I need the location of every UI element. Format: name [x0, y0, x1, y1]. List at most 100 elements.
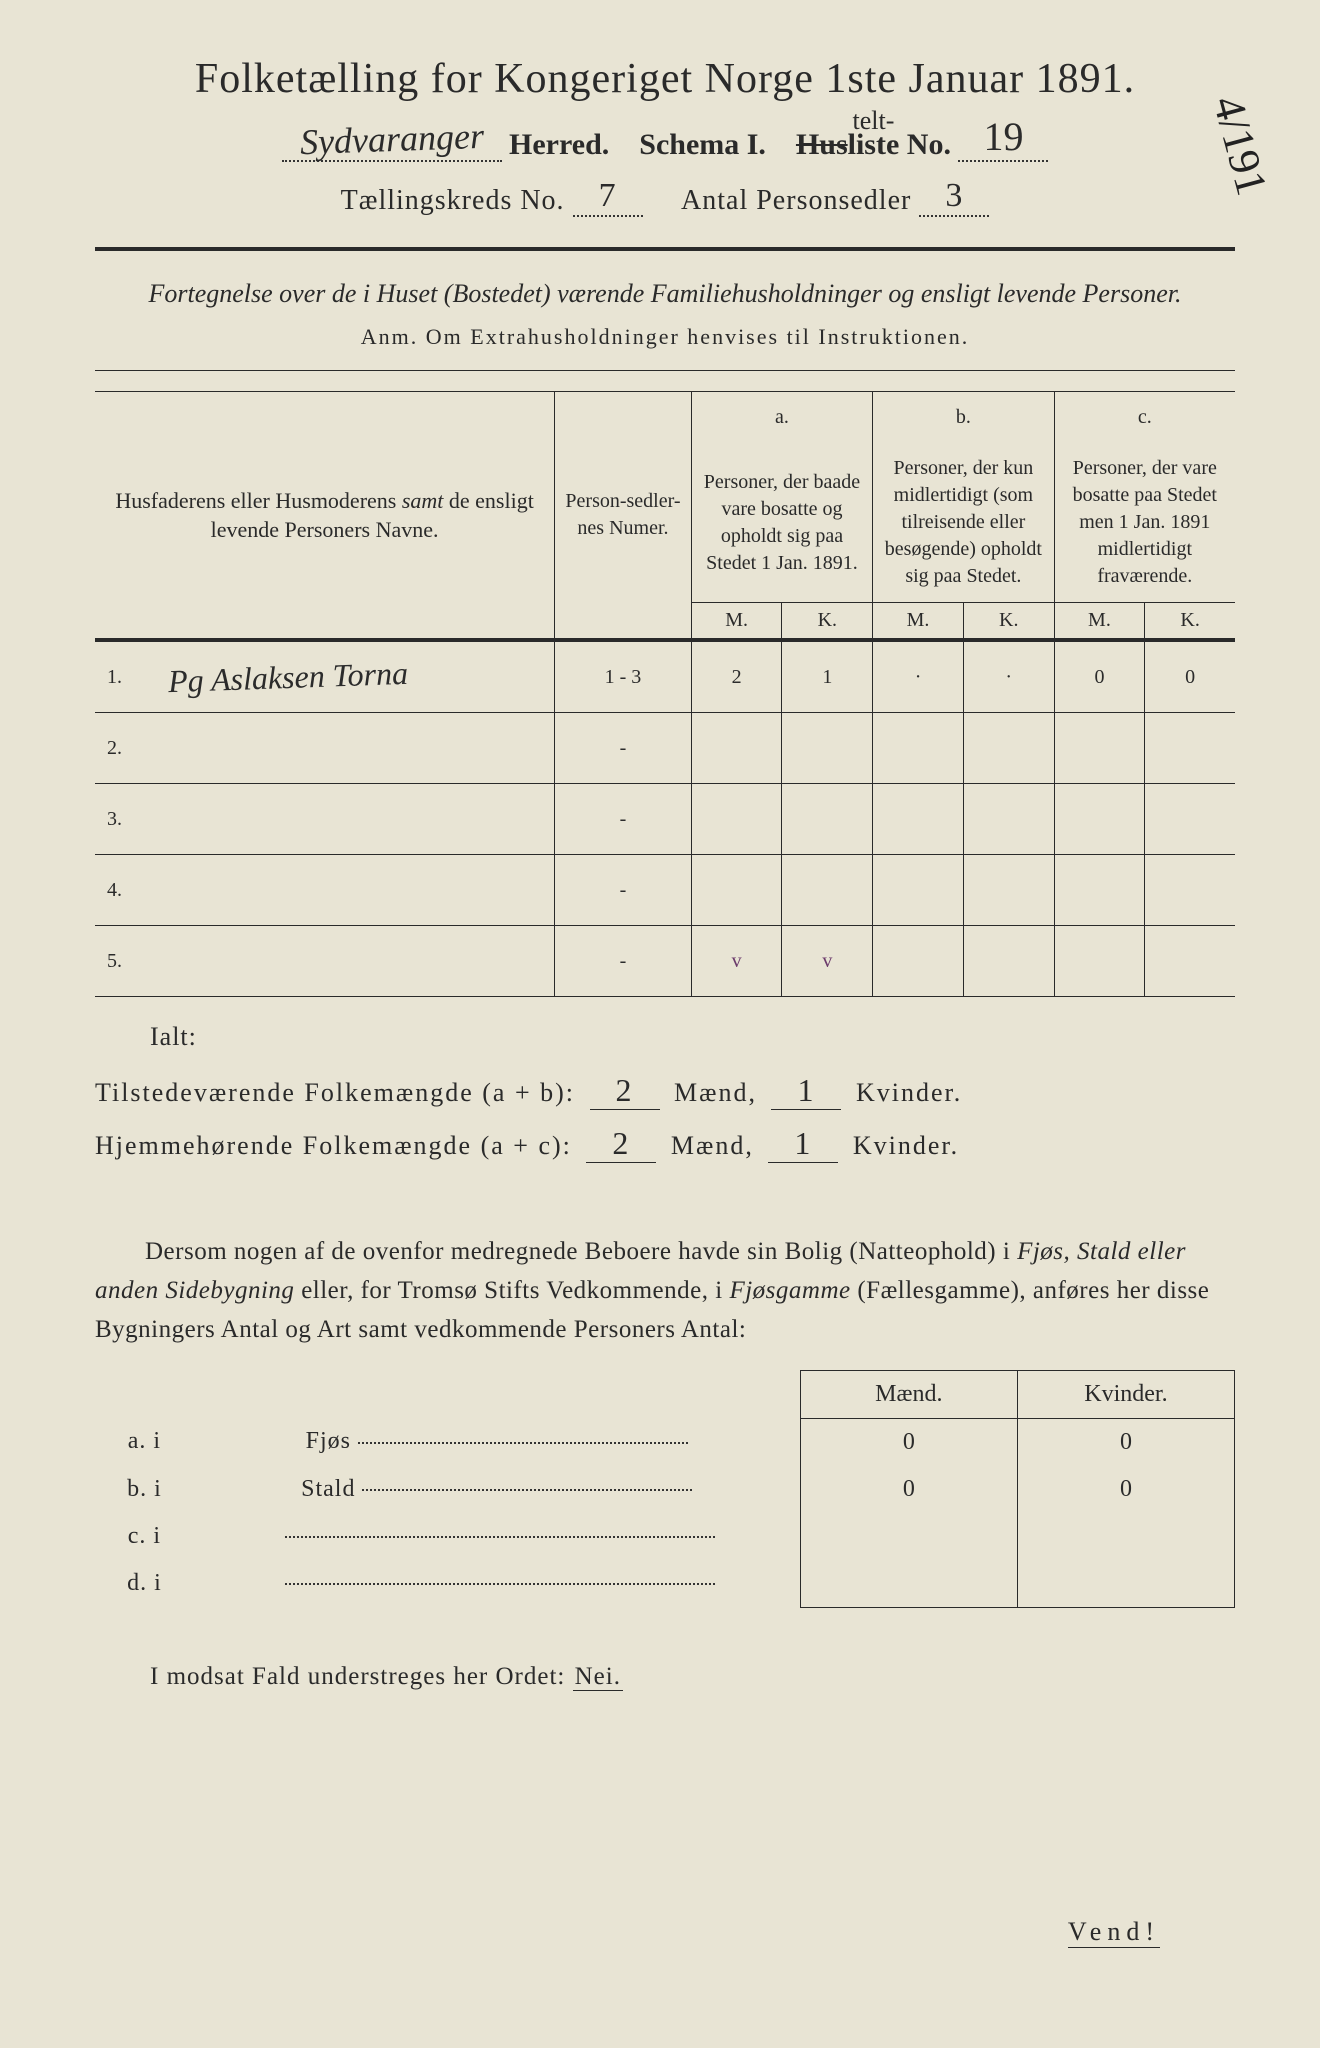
- row-number: 3.: [95, 784, 158, 855]
- cell-aK: [782, 784, 873, 855]
- cell-cM: 0: [1054, 640, 1145, 713]
- nei-word: Nei.: [573, 1663, 623, 1691]
- col-personsedler-header: Person-sedler-nes Numer.: [555, 392, 692, 641]
- table-row: 2. -: [95, 713, 1235, 784]
- cell-bM: [873, 784, 964, 855]
- nei-line: I modsat Fald understreges her Ordet: Ne…: [150, 1663, 1235, 1691]
- divider-rule: [95, 247, 1235, 251]
- building-row: c. i: [95, 1513, 1235, 1560]
- bld-prefix: b. i: [95, 1466, 194, 1513]
- row-number: 5.: [95, 926, 158, 997]
- table-row: 1. Pg Aslaksen Torna 1 - 3 2 1 · · 0 0: [95, 640, 1235, 713]
- bld-name: [194, 1513, 800, 1560]
- col-b-k: K.: [963, 603, 1054, 641]
- thin-rule: [95, 370, 1235, 371]
- col-a-label: a.: [691, 392, 872, 444]
- name-cell: [158, 713, 555, 784]
- t2-maend: 2: [586, 1125, 656, 1163]
- liste-above-note: telt-: [853, 106, 895, 136]
- col-b-m: M.: [873, 603, 964, 641]
- cell-cM: [1054, 784, 1145, 855]
- bld-kvinder-head: Kvinder.: [1017, 1370, 1234, 1418]
- bld-maend: [800, 1560, 1017, 1608]
- buildings-table: Mænd. Kvinder. a. i Fjøs 0 0 b. i Stald …: [95, 1370, 1235, 1608]
- cell-aM: [691, 784, 782, 855]
- cell-bK: ·: [963, 640, 1054, 713]
- bld-maend: 0: [800, 1466, 1017, 1513]
- ialt-label: Ialt:: [150, 1022, 1235, 1052]
- cell-aM: [691, 855, 782, 926]
- col-a-m: M.: [691, 603, 782, 641]
- kreds-no: 7: [599, 177, 617, 215]
- building-row: b. i Stald 0 0: [95, 1466, 1235, 1513]
- row-number: 4.: [95, 855, 158, 926]
- ps-cell: 1 - 3: [555, 640, 692, 713]
- ps-cell: -: [555, 713, 692, 784]
- bld-name: Fjøs: [194, 1418, 800, 1466]
- schema-label: Schema I.: [639, 128, 766, 161]
- cell-aK: 1: [782, 640, 873, 713]
- col-c-k: K.: [1145, 603, 1235, 641]
- bld-kvinder: 0: [1017, 1466, 1234, 1513]
- cell-aK: [782, 855, 873, 926]
- bld-kvinder: [1017, 1560, 1234, 1608]
- subtitle: Fortegnelse over de i Huset (Bostedet) v…: [95, 276, 1235, 312]
- cell-bK: [963, 926, 1054, 997]
- name-cell: [158, 926, 555, 997]
- cell-bM: ·: [873, 640, 964, 713]
- anm-note: Anm. Om Extrahusholdninger henvises til …: [95, 324, 1235, 350]
- cell-aM: [691, 713, 782, 784]
- col-name-header: Husfaderens eller Husmoderens samt de en…: [95, 392, 555, 641]
- cell-bK: [963, 784, 1054, 855]
- col-b-label: b.: [873, 392, 1054, 444]
- household-table: Husfaderens eller Husmoderens samt de en…: [95, 391, 1235, 997]
- cell-aK: [782, 713, 873, 784]
- building-row: a. i Fjøs 0 0: [95, 1418, 1235, 1466]
- cell-cM: [1054, 855, 1145, 926]
- col-b-text: Personer, der kun midlertidigt (som tilr…: [873, 443, 1054, 603]
- header-line-2: Sydvaranger Herred. Schema I. telt- Husl…: [95, 113, 1235, 162]
- t2-kvinder: 1: [768, 1125, 838, 1163]
- antal-no: 3: [945, 177, 963, 215]
- building-row: d. i: [95, 1560, 1235, 1608]
- name-cell: [158, 855, 555, 926]
- cell-cK: [1145, 784, 1235, 855]
- name-cell: [158, 784, 555, 855]
- table-row: 5. - v v: [95, 926, 1235, 997]
- bld-prefix: c. i: [95, 1513, 194, 1560]
- cell-cM: [1054, 926, 1145, 997]
- cell-bM: [873, 855, 964, 926]
- cell-cK: [1145, 855, 1235, 926]
- header-line-3: Tællingskreds No. 7 Antal Personsedler 3: [95, 177, 1235, 217]
- col-c-text: Personer, der vare bosatte paa Stedet me…: [1054, 443, 1235, 603]
- cell-cK: [1145, 926, 1235, 997]
- vend-label: Vend!: [1068, 1917, 1160, 1948]
- cell-bM: [873, 713, 964, 784]
- cell-bK: [963, 713, 1054, 784]
- herred-label: Herred.: [509, 128, 609, 161]
- table-row: 4. -: [95, 855, 1235, 926]
- bld-kvinder: 0: [1017, 1418, 1234, 1466]
- t1-kvinder: 1: [771, 1072, 841, 1110]
- totals-line-2: Hjemmehørende Folkemængde (a + c): 2 Mæn…: [95, 1125, 1235, 1163]
- ps-cell: -: [555, 926, 692, 997]
- kreds-label: Tællingskreds No.: [341, 185, 565, 216]
- bld-kvinder: [1017, 1513, 1234, 1560]
- cell-aM: 2: [691, 640, 782, 713]
- antal-label: Antal Personsedler: [681, 185, 911, 216]
- bld-name: Stald: [194, 1466, 800, 1513]
- cell-aK: v: [782, 926, 873, 997]
- bld-maend-head: Mænd.: [800, 1370, 1017, 1418]
- form-title: Folketælling for Kongeriget Norge 1ste J…: [95, 55, 1235, 103]
- cell-cM: [1054, 713, 1145, 784]
- row-number: 2.: [95, 713, 158, 784]
- table-row: 3. -: [95, 784, 1235, 855]
- col-c-m: M.: [1054, 603, 1145, 641]
- cell-cK: [1145, 713, 1235, 784]
- t1-maend: 2: [590, 1072, 660, 1110]
- totals-line-1: Tilstedeværende Folkemængde (a + b): 2 M…: [95, 1072, 1235, 1110]
- ps-cell: -: [555, 784, 692, 855]
- cell-bK: [963, 855, 1054, 926]
- cell-cK: 0: [1145, 640, 1235, 713]
- col-a-text: Personer, der baade vare bosatte og opho…: [691, 443, 872, 603]
